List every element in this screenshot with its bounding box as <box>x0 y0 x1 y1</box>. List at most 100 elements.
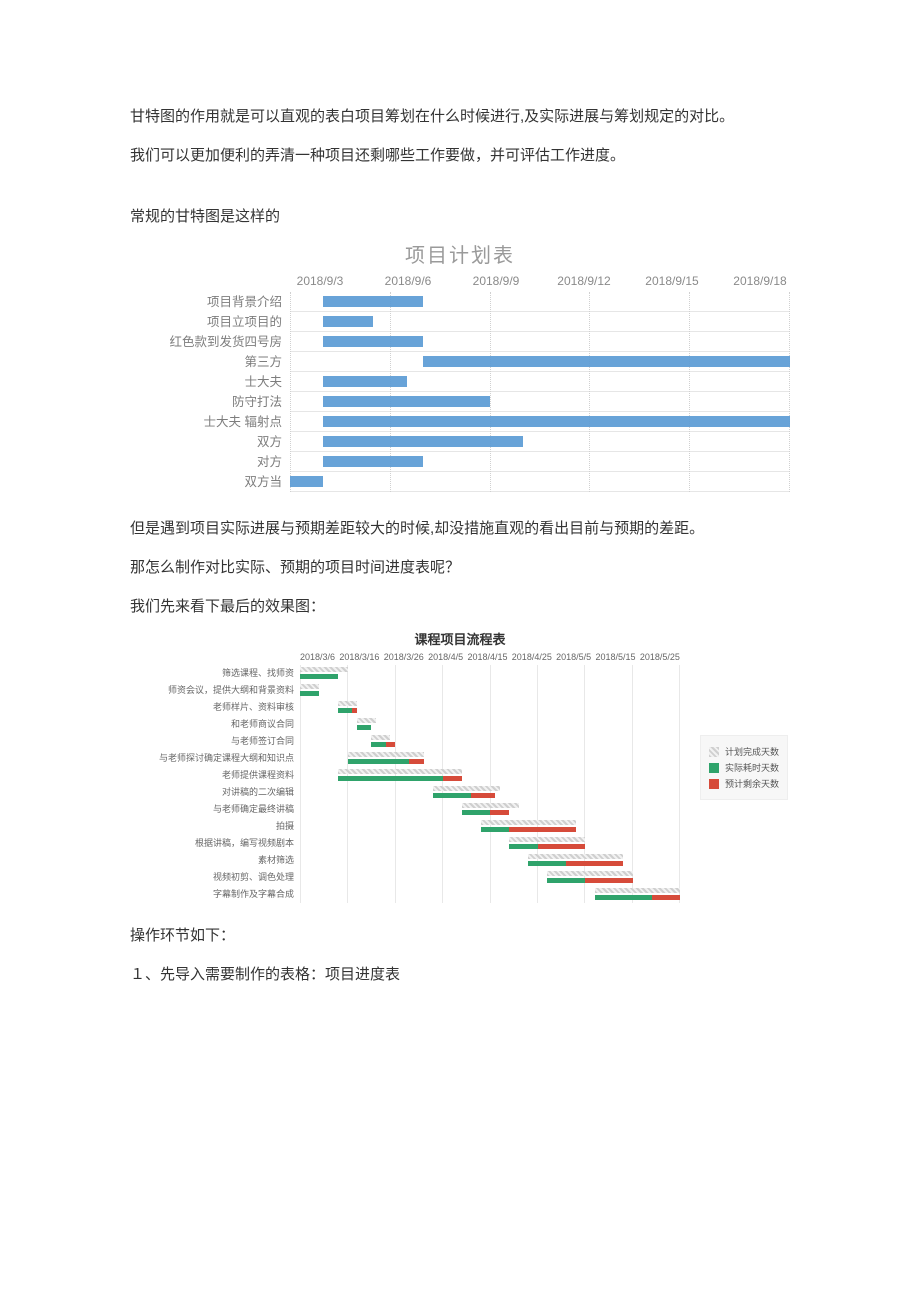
gantt-bar-actual <box>433 793 471 798</box>
gantt-bar <box>323 396 490 407</box>
gantt-bar-plan <box>357 718 376 723</box>
gantt-bar-plan <box>371 735 390 740</box>
gantt-bar-actual <box>348 759 410 764</box>
gantt-task-row: 双方 <box>290 432 790 452</box>
paragraph: 甘特图的作用就是可以直观的表白项目筹划在什么时候进行,及实际进展与筹划规定的对比… <box>130 100 790 133</box>
gantt-task-row: 视频初剪、调色处理 <box>300 869 680 886</box>
gantt-bar-actual <box>595 895 652 900</box>
gantt-bar-actual <box>338 776 443 781</box>
gantt-task-row: 和老师商议合同 <box>300 716 680 733</box>
gantt-bar-actual <box>481 827 510 832</box>
gantt-task-row: 项目背景介绍 <box>290 292 790 312</box>
legend-item-actual: 实际耗时天数 <box>709 761 779 774</box>
gantt-task-row: 与老师探讨确定课程大纲和知识点 <box>300 750 680 767</box>
gantt-task-label: 视频初剪、调色处理 <box>130 869 294 886</box>
gantt-bar-remain <box>386 742 396 747</box>
gantt-task-label: 和老师商议合同 <box>130 716 294 733</box>
gantt-task-label: 老师提供课程资料 <box>130 767 294 784</box>
paragraph: 那怎么制作对比实际、预期的项目时间进度表呢？ <box>130 551 790 584</box>
axis-tick-label: 2018/9/3 <box>290 274 350 288</box>
gantt-bar-actual <box>357 725 371 730</box>
axis-tick-label: 2018/9/12 <box>554 274 614 288</box>
paragraph: 但是遇到项目实际进展与预期差距较大的时候,却没措施直观的看出目前与预期的差距。 <box>130 512 790 545</box>
gantt-bar-remain <box>566 861 623 866</box>
chart-x-axis: 2018/9/32018/9/62018/9/92018/9/122018/9/… <box>290 274 790 292</box>
axis-tick-label: 2018/4/5 <box>428 652 463 662</box>
gantt-task-label: 双方当 <box>130 472 282 492</box>
gantt-task-label: 与老师探讨确定课程大纲和知识点 <box>130 750 294 767</box>
paragraph: 操作环节如下： <box>130 919 790 952</box>
gantt-task-row: 防守打法 <box>290 392 790 412</box>
gantt-task-label: 项目背景介绍 <box>130 292 282 312</box>
gantt-task-label: 素材筛选 <box>130 852 294 869</box>
gantt-bar-remain <box>443 776 462 781</box>
paragraph: 常规的甘特图是这样的 <box>130 200 790 233</box>
chart-plot-area: 计划完成天数 实际耗时天数 预计剩余天数 筛选课程、找师资师资会议，提供大纲和背… <box>300 665 680 903</box>
paragraph: 我们先来看下最后的效果图： <box>130 590 790 623</box>
legend-item-plan: 计划完成天数 <box>709 745 779 758</box>
chart-title: 课程项目流程表 <box>130 629 790 648</box>
gantt-task-label: 与老师确定最终讲稿 <box>130 801 294 818</box>
gantt-bar-plan <box>338 769 462 774</box>
gantt-bar <box>323 296 423 307</box>
gantt-task-label: 老师样片、资料审核 <box>130 699 294 716</box>
gantt-bar <box>323 376 406 387</box>
gantt-bar-remain <box>652 895 681 900</box>
gantt-task-label: 士大夫 <box>130 372 282 392</box>
gantt-task-label: 与老师签订合同 <box>130 733 294 750</box>
gantt-bar-remain <box>352 708 357 713</box>
gantt-bar-plan <box>338 701 357 706</box>
gantt-task-row: 字幕制作及字幕合成 <box>300 886 680 903</box>
gantt-bar-plan <box>481 820 576 825</box>
gantt-task-row: 士大夫 辐射点 <box>290 412 790 432</box>
gantt-task-label: 师资会议，提供大纲和背景资料 <box>130 682 294 699</box>
chart-title: 项目计划表 <box>130 239 790 268</box>
gantt-task-label: 拍摄 <box>130 818 294 835</box>
gantt-bar-plan <box>595 888 681 893</box>
axis-tick-label: 2018/9/6 <box>378 274 438 288</box>
chart-plot-area: 项目背景介绍项目立项目的红色款到发货四号房第三方士大夫防守打法士大夫 辐射点双方… <box>290 292 790 492</box>
axis-tick-label: 2018/5/5 <box>556 652 591 662</box>
axis-tick-label: 2018/9/15 <box>642 274 702 288</box>
chart-legend: 计划完成天数 实际耗时天数 预计剩余天数 <box>700 735 788 800</box>
axis-tick-label: 2018/5/15 <box>596 652 636 662</box>
gantt-task-label: 根据讲稿，编写视频剧本 <box>130 835 294 852</box>
gantt-bar <box>423 356 790 367</box>
gantt-bar-plan <box>462 803 519 808</box>
gantt-bar-actual <box>462 810 491 815</box>
axis-tick-label: 2018/5/25 <box>640 652 680 662</box>
axis-tick-label: 2018/4/15 <box>467 652 507 662</box>
gantt-task-row: 素材筛选 <box>300 852 680 869</box>
gantt-task-row: 对方 <box>290 452 790 472</box>
gantt-task-label: 防守打法 <box>130 392 282 412</box>
gantt-task-label: 对方 <box>130 452 282 472</box>
gantt-task-row: 与老师签订合同 <box>300 733 680 750</box>
gantt-bar <box>323 436 523 447</box>
gantt-bar-actual <box>509 844 538 849</box>
gantt-task-label: 字幕制作及字幕合成 <box>130 886 294 903</box>
gantt-bar-plan <box>300 667 348 672</box>
gantt-bar-remain <box>585 878 633 883</box>
gantt-bar-plan <box>348 752 424 757</box>
gantt-bar-remain <box>490 810 509 815</box>
gantt-bar <box>323 336 423 347</box>
gantt-task-row: 根据讲稿，编写视频剧本 <box>300 835 680 852</box>
gantt-task-row: 双方当 <box>290 472 790 492</box>
gantt-task-label: 对讲稿的二次编辑 <box>130 784 294 801</box>
gantt-task-row: 项目立项目的 <box>290 312 790 332</box>
gantt-task-label: 双方 <box>130 432 282 452</box>
gantt-task-label: 士大夫 辐射点 <box>130 412 282 432</box>
gantt-bar-actual <box>300 674 338 679</box>
gantt-task-row: 与老师确定最终讲稿 <box>300 801 680 818</box>
chart-x-axis: 2018/3/62018/3/162018/3/262018/4/52018/4… <box>300 652 680 665</box>
gantt-bar-actual <box>547 878 585 883</box>
gantt-bar-plan <box>547 871 633 876</box>
gantt-chart-basic: 项目计划表 2018/9/32018/9/62018/9/92018/9/122… <box>130 239 790 492</box>
gantt-task-label: 筛选课程、找师资 <box>130 665 294 682</box>
gantt-bar-remain <box>538 844 586 849</box>
gantt-bar-remain <box>509 827 576 832</box>
gantt-task-row: 对讲稿的二次编辑 <box>300 784 680 801</box>
gantt-task-label: 第三方 <box>130 352 282 372</box>
gantt-bar <box>323 456 423 467</box>
gantt-bar-remain <box>409 759 423 764</box>
